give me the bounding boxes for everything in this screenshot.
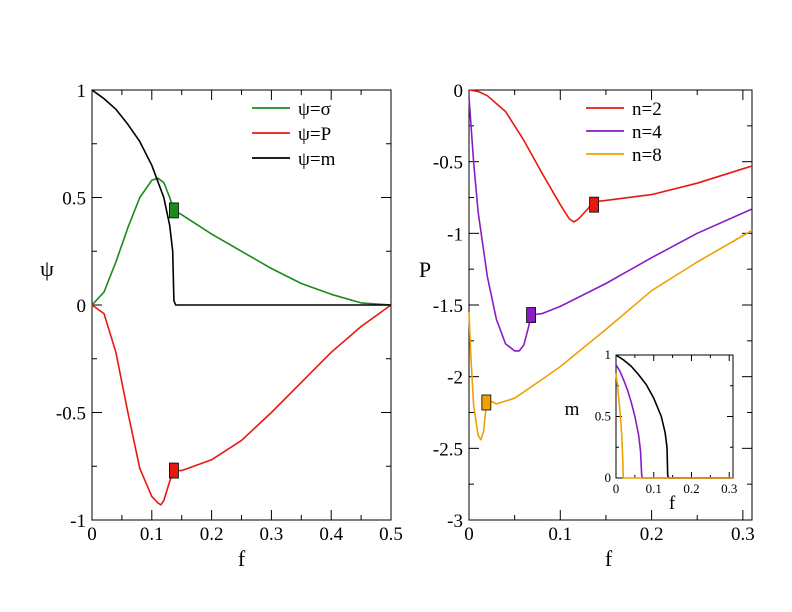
left-xtick-label: 0.4 bbox=[319, 524, 343, 545]
right-ytick-label: 0 bbox=[454, 81, 464, 102]
right-series-marker-1 bbox=[526, 307, 536, 323]
right-ytick-label: -2 bbox=[447, 368, 463, 389]
right-xtick-label: 0.1 bbox=[548, 524, 572, 545]
left-series-line-2 bbox=[91, 89, 391, 306]
left-xtick-label: 0.2 bbox=[200, 524, 224, 545]
left-axes: 0 0.1 0.2 0.3 0.4 0.5 -1 -0.5 0 0.5 1 bbox=[56, 81, 403, 545]
left-legend-label-1: ψ=P bbox=[298, 124, 331, 145]
left-xtick-label: 0.3 bbox=[260, 524, 284, 545]
right-series-line-0 bbox=[468, 89, 753, 223]
left-xtick-label: 0.5 bbox=[379, 524, 403, 545]
right-ytick-label: -3 bbox=[447, 511, 463, 532]
inset-xlabel: f bbox=[669, 493, 676, 514]
right-xtick-label: 0.3 bbox=[731, 524, 755, 545]
left-series-marker-1 bbox=[169, 462, 179, 479]
right-series-marker-2 bbox=[481, 394, 492, 411]
left-series-marker-0 bbox=[169, 202, 179, 219]
left-ytick-label: -1 bbox=[70, 511, 86, 532]
inset-xtick-label: 0 bbox=[613, 481, 620, 496]
left-legend: ψ=σ ψ=P ψ=m bbox=[252, 99, 336, 170]
inset-ytick-label: 0 bbox=[605, 470, 612, 485]
right-series-line-2 bbox=[468, 229, 753, 441]
right-legend-label-0: n=2 bbox=[632, 99, 662, 120]
inset-xtick-label: 0.2 bbox=[683, 481, 699, 496]
inset-xtick-label: 0.1 bbox=[646, 481, 662, 496]
right-ylabel: P bbox=[419, 257, 431, 282]
left-ytick-label: -0.5 bbox=[56, 404, 86, 425]
left-series-line-1 bbox=[91, 304, 392, 506]
left-xtick-label: 0.1 bbox=[140, 524, 164, 545]
right-series-line-1 bbox=[468, 97, 753, 352]
inset-ytick-label: 0.5 bbox=[595, 409, 611, 424]
right-ytick-label: -1.5 bbox=[433, 296, 463, 317]
left-ylabel: ψ bbox=[40, 256, 54, 281]
right-xtick-label: 0.2 bbox=[640, 524, 664, 545]
right-ytick-label: -2.5 bbox=[433, 439, 463, 460]
right-legend-label-1: n=4 bbox=[632, 122, 662, 143]
left-xlabel: f bbox=[238, 546, 246, 571]
right-legend-label-2: n=8 bbox=[632, 145, 662, 166]
left-legend-label-0: ψ=σ bbox=[298, 99, 331, 120]
left-legend-label-2: ψ=m bbox=[298, 149, 336, 170]
inset-axes: 0 0.1 0.2 0.3 0 0.5 1 bbox=[595, 347, 738, 496]
inset-series-line-0 bbox=[615, 354, 733, 479]
left-ytick-label: 0 bbox=[77, 296, 87, 317]
inset-series-line-1 bbox=[615, 364, 733, 479]
inset-series-line-2 bbox=[615, 373, 733, 479]
left-ytick-label: 0.5 bbox=[62, 189, 86, 210]
right-xtick-label: 0 bbox=[464, 524, 474, 545]
left-ytick-label: 1 bbox=[77, 81, 87, 102]
inset-xtick-label: 0.3 bbox=[721, 481, 737, 496]
inset-ytick-label: 1 bbox=[605, 347, 612, 362]
right-series-marker-0 bbox=[589, 196, 599, 213]
right-xlabel: f bbox=[605, 546, 613, 571]
right-legend: n=2n=4n=8 bbox=[586, 99, 662, 166]
right-ytick-label: -1 bbox=[447, 224, 463, 245]
right-ytick-label: -0.5 bbox=[433, 153, 463, 174]
left-xtick-label: 0 bbox=[87, 524, 97, 545]
inset-frame bbox=[615, 354, 734, 479]
inset-ylabel: m bbox=[565, 399, 580, 420]
